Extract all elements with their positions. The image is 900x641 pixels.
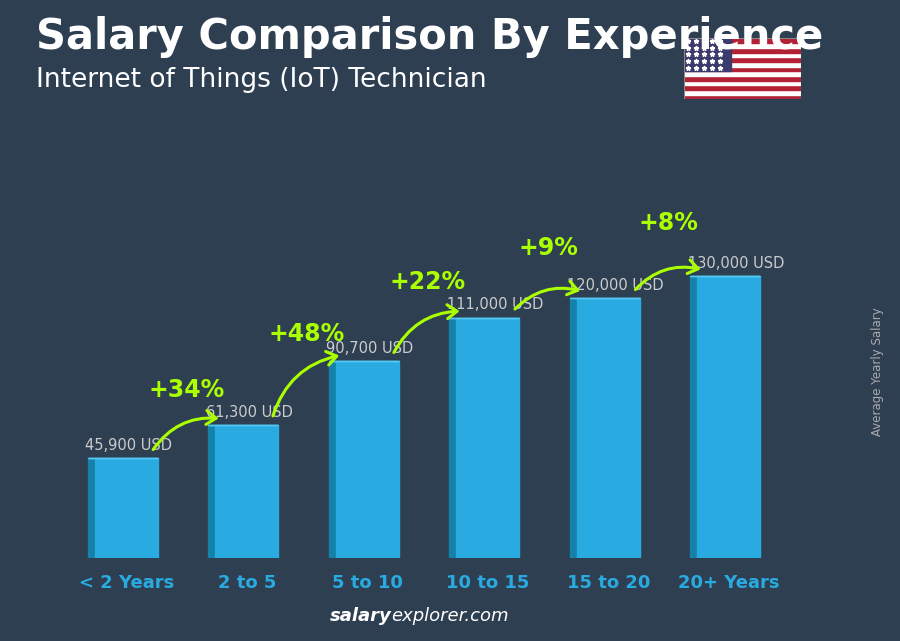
Text: 61,300 USD: 61,300 USD xyxy=(206,404,292,420)
Text: 130,000 USD: 130,000 USD xyxy=(688,256,784,271)
FancyArrowPatch shape xyxy=(515,281,578,309)
Bar xyxy=(336,362,399,558)
Text: 111,000 USD: 111,000 USD xyxy=(446,297,544,312)
Polygon shape xyxy=(449,317,456,558)
Bar xyxy=(684,62,801,67)
Polygon shape xyxy=(208,425,215,558)
Text: +22%: +22% xyxy=(390,270,465,294)
Bar xyxy=(684,76,801,81)
Bar xyxy=(215,425,278,558)
Text: +8%: +8% xyxy=(638,212,698,235)
Text: 120,000 USD: 120,000 USD xyxy=(567,278,664,293)
FancyArrowPatch shape xyxy=(394,304,457,353)
Text: +34%: +34% xyxy=(148,378,225,402)
FancyArrowPatch shape xyxy=(153,411,216,449)
Text: explorer.com: explorer.com xyxy=(392,607,509,625)
Text: 90,700 USD: 90,700 USD xyxy=(327,341,413,356)
Bar xyxy=(684,43,801,48)
Bar xyxy=(684,57,801,62)
Polygon shape xyxy=(87,458,95,558)
Text: salary: salary xyxy=(329,607,392,625)
Bar xyxy=(684,95,801,99)
Bar xyxy=(684,85,801,90)
Text: Average Yearly Salary: Average Yearly Salary xyxy=(871,308,884,436)
Polygon shape xyxy=(690,276,698,558)
Bar xyxy=(684,71,801,76)
Text: +48%: +48% xyxy=(269,322,345,345)
Text: Salary Comparison By Experience: Salary Comparison By Experience xyxy=(36,16,824,58)
FancyArrowPatch shape xyxy=(635,260,698,290)
Bar xyxy=(684,53,801,57)
Polygon shape xyxy=(328,362,336,558)
Text: Internet of Things (IoT) Technician: Internet of Things (IoT) Technician xyxy=(36,67,487,94)
Bar xyxy=(684,38,801,43)
Bar xyxy=(684,81,801,85)
Polygon shape xyxy=(570,298,577,558)
Bar xyxy=(684,90,801,95)
Bar xyxy=(684,38,731,71)
Text: 45,900 USD: 45,900 USD xyxy=(86,438,172,453)
Bar xyxy=(684,48,801,53)
Bar xyxy=(698,276,760,558)
Text: +9%: +9% xyxy=(518,237,578,260)
FancyArrowPatch shape xyxy=(273,351,337,416)
Bar xyxy=(95,458,158,558)
Bar xyxy=(684,67,801,71)
Bar xyxy=(456,317,519,558)
Bar xyxy=(577,298,640,558)
